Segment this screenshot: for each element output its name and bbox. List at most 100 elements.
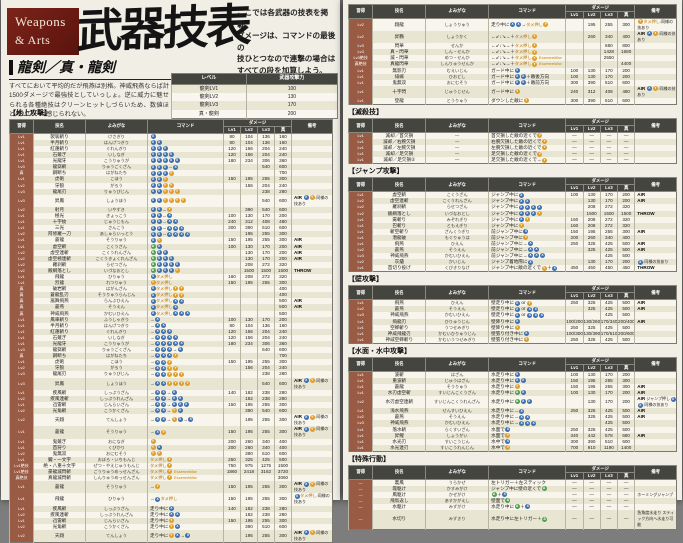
dmg-lv2: ― [582, 510, 601, 529]
move-note [291, 456, 333, 463]
essence-max-label: EssenceMax [538, 61, 562, 67]
dmg-lv3: 510 [599, 438, 618, 445]
x-button-icon: X [150, 152, 156, 158]
move-note: AIR [634, 318, 677, 325]
move-name: 虚空連斬 [372, 198, 426, 205]
move-note [291, 334, 333, 341]
move-command: ←↙↓↘→＋タメ押し Y [488, 43, 566, 50]
move-name: 滅却／左腕欠損 [372, 145, 426, 152]
dmg-shin: ― [617, 139, 635, 146]
dmg-lv3: ― [599, 139, 618, 146]
air-flag: AIR [294, 194, 302, 200]
dmg-lv2: 260 [240, 438, 258, 445]
dmg-lv2 [240, 292, 258, 299]
x-button-icon: X [174, 511, 180, 517]
move-row: Lv1 神威空蝉斬り かむいうつせみぎり 壁張り付き中に Y 250 325 425 500 [347, 336, 677, 344]
col-yomi: よみがな [425, 356, 490, 372]
x-button-icon: X [162, 249, 168, 255]
dmg-lv2 [240, 377, 258, 390]
move-row: Lv1 落水斬 らくすいざん 水面で X 250 325 425 500 [347, 426, 677, 433]
dmg-shin: 1500 [273, 267, 292, 274]
move-grade: ― [347, 479, 373, 486]
dmg-shin: 200 [617, 371, 635, 378]
dmg-lv2: 208 [240, 261, 258, 268]
dmg-shin: 1400 [617, 444, 635, 452]
x-button-icon: X [523, 331, 529, 336]
move-name: 飛龍刃 [372, 318, 426, 325]
move-grade: Lv1 [9, 219, 34, 226]
dmg-lv1 [223, 377, 241, 390]
move-grade: Lv1 [9, 225, 34, 232]
x-button-icon: X [155, 365, 161, 371]
move-note [291, 475, 333, 482]
col-yomi: よみがな [425, 118, 490, 133]
air-flag: AIR [294, 481, 302, 487]
move-name: 緋縅 [372, 73, 426, 80]
dmg-shin: 1500 [617, 210, 635, 217]
dmg-shin: 500 [617, 336, 635, 344]
x-button-icon: X [185, 310, 191, 316]
move-yomi: こくうれんざん [85, 249, 148, 256]
a-button-icon: A [542, 516, 548, 522]
air-flag: AIR [294, 377, 302, 383]
y-button-icon: Y [523, 98, 529, 104]
dmg-lv1 [223, 170, 241, 177]
dmg-shin: 200 [617, 259, 635, 266]
dmg-shin: 240 [273, 328, 292, 335]
col-damage-sub: Lv1 [565, 184, 584, 193]
move-name: 神威飛燕 [372, 253, 426, 260]
dmg-shin: 240 [273, 365, 292, 372]
move-yomi: しっぷうざん [85, 389, 148, 396]
move-command: ←↙↓↘→＋タメ押し Y EssenceMax [488, 61, 566, 68]
x-button-icon: X [167, 213, 173, 219]
dmg-lv1: 80 [223, 139, 241, 146]
move-name: 飛龍 [33, 273, 86, 281]
dmg-shin: 240 [273, 182, 292, 189]
x-button-icon: X [155, 417, 161, 423]
move-command: → X X X [147, 328, 224, 335]
y-button-icon: Y [156, 237, 162, 243]
air-flag: AIR [637, 306, 646, 312]
move-command: タメ押し Y [147, 462, 224, 469]
move-row: Lv1 朧・一文字 おぼろ・いちもんじ タメ押し Y 250 325 425 500 [9, 456, 333, 463]
x-button-icon: X [516, 22, 521, 28]
dmg-lv2: 390 [582, 438, 601, 445]
charge-press-label: タメ押し [156, 304, 173, 310]
move-note [634, 61, 677, 68]
y-button-icon: Y [532, 43, 538, 49]
move-grade: Lv2 [9, 231, 34, 238]
dmg-shin: 500 [617, 247, 635, 254]
move-name: 半月斬り [33, 139, 86, 146]
move-command: Y タメ押し [147, 280, 224, 287]
moves-table: 習得 技名 よみがな コマンド ダメージ 備考 Lv1 Lv2 Lv3 真 Lv1 虚空斬 こくうざんジ… [347, 177, 677, 273]
move-grade: Lv1 [347, 234, 373, 241]
x-button-icon: X [520, 399, 526, 405]
move-note [291, 371, 333, 378]
charge-press-label: タメ押し [156, 310, 173, 316]
move-row: Lv1 斬空斬り ざんくうぎり 前ジャンプ中に X 150 195 255 300 AIR [347, 228, 677, 235]
move-yomi: かむいひえん [425, 420, 489, 427]
dmg-shin: 600 [273, 194, 292, 207]
y-button-icon: Y [537, 151, 543, 157]
x-button-icon: X [173, 219, 179, 225]
move-yomi: そうえん [425, 247, 489, 254]
move-row: Lv2 射月 いやずき X X → Y 390 540 600 [9, 206, 333, 214]
move-command: 水走り中に→ X X [488, 414, 566, 421]
move-yomi: こうりゅうが [85, 341, 148, 348]
x-button-icon: X [167, 231, 173, 237]
move-row: Lv1 鬼無双 おにむそう ガード中に X X ＋敵前方向 300 390 510 600 [347, 79, 677, 86]
move-note [291, 158, 333, 165]
x-button-icon: X [518, 192, 524, 198]
dmg-lv3: 170 [257, 213, 275, 220]
move-yomi: ― [425, 151, 489, 158]
x-button-icon: X [552, 265, 558, 271]
x-button-icon: X [174, 262, 180, 268]
dmg-lv3: 238 [257, 371, 275, 378]
dmg-shin: 200/400 [617, 318, 635, 325]
dmg-lv1 [223, 475, 241, 482]
move-grade: Lv1 [347, 299, 373, 307]
dmg-shin: 600 [617, 438, 635, 445]
move-yomi: ざんくうぎり [425, 228, 489, 235]
x-button-icon: X [161, 341, 167, 347]
move-name: 真龍閃華 [372, 61, 426, 68]
